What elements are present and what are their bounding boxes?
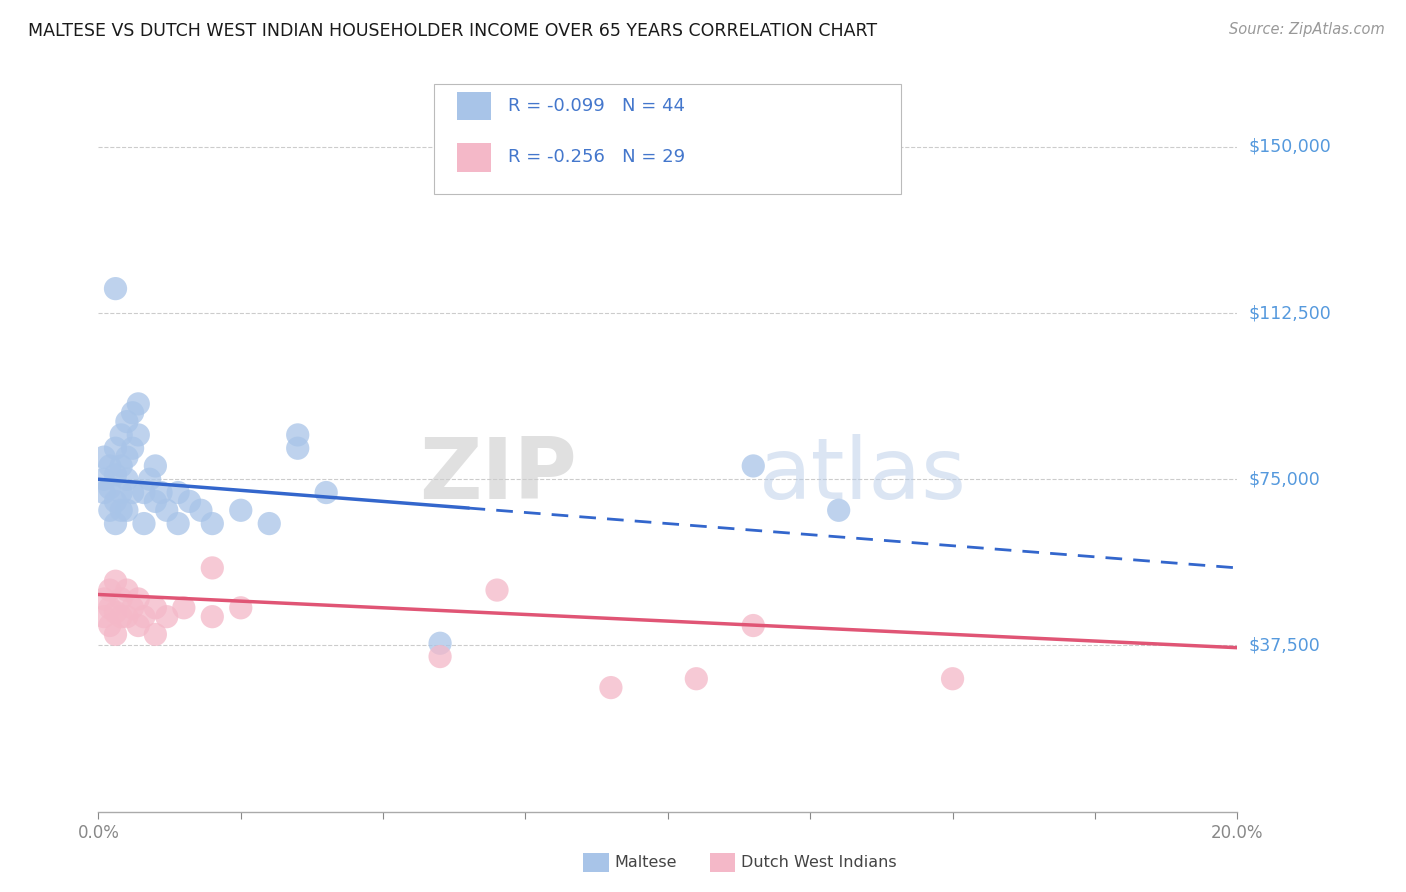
Text: atlas: atlas <box>759 434 967 516</box>
Point <box>115 472 138 486</box>
Point <box>93 485 115 500</box>
Text: R = -0.256   N = 29: R = -0.256 N = 29 <box>509 148 686 166</box>
Point <box>121 600 143 615</box>
Point <box>150 485 173 500</box>
Point <box>121 406 143 420</box>
Point <box>98 481 121 495</box>
Point <box>127 397 149 411</box>
Text: ZIP: ZIP <box>419 434 576 516</box>
Point <box>167 485 190 500</box>
Point <box>190 503 212 517</box>
Point <box>104 627 127 641</box>
Point <box>104 441 127 455</box>
Bar <box>457 92 491 120</box>
Point <box>229 503 252 517</box>
Point <box>98 618 121 632</box>
Text: $150,000: $150,000 <box>1249 137 1331 156</box>
Y-axis label: Householder Income Over 65 years: Householder Income Over 65 years <box>0 299 8 593</box>
Point <box>115 450 138 464</box>
Text: Dutch West Indians: Dutch West Indians <box>741 855 897 870</box>
Point <box>104 516 127 531</box>
Point <box>104 467 127 482</box>
Point <box>742 458 765 473</box>
Point <box>93 472 115 486</box>
Point <box>98 458 121 473</box>
Point <box>98 583 121 598</box>
Point <box>127 591 149 606</box>
Point <box>287 428 309 442</box>
Point <box>115 583 138 598</box>
Point <box>132 485 155 500</box>
Point <box>173 600 195 615</box>
Point <box>259 516 281 531</box>
Point <box>110 591 132 606</box>
Text: Source: ZipAtlas.com: Source: ZipAtlas.com <box>1229 22 1385 37</box>
Text: $112,500: $112,500 <box>1249 304 1331 322</box>
Point <box>167 516 190 531</box>
Point <box>600 681 623 695</box>
Point <box>132 609 155 624</box>
Point <box>121 441 143 455</box>
Point <box>486 583 509 598</box>
Point <box>156 609 179 624</box>
Point <box>110 485 132 500</box>
Bar <box>457 143 491 171</box>
Point <box>98 600 121 615</box>
Point <box>115 609 138 624</box>
Point <box>145 600 167 615</box>
Point <box>201 516 224 531</box>
Text: Maltese: Maltese <box>614 855 676 870</box>
Point <box>104 494 127 508</box>
Point <box>93 609 115 624</box>
Point <box>104 605 127 619</box>
Point <box>145 458 167 473</box>
Point <box>179 494 201 508</box>
Point <box>110 428 132 442</box>
Point <box>138 472 160 486</box>
Point <box>429 636 451 650</box>
Point <box>742 618 765 632</box>
Point <box>132 516 155 531</box>
Text: $75,000: $75,000 <box>1249 470 1320 488</box>
Text: MALTESE VS DUTCH WEST INDIAN HOUSEHOLDER INCOME OVER 65 YEARS CORRELATION CHART: MALTESE VS DUTCH WEST INDIAN HOUSEHOLDER… <box>28 22 877 40</box>
Point <box>315 485 337 500</box>
Point <box>115 415 138 429</box>
Text: $37,500: $37,500 <box>1249 637 1320 655</box>
Point <box>429 649 451 664</box>
Point <box>93 591 115 606</box>
Text: R = -0.099   N = 44: R = -0.099 N = 44 <box>509 97 685 115</box>
Point <box>201 561 224 575</box>
Point <box>229 600 252 615</box>
Point <box>127 618 149 632</box>
Point <box>110 458 132 473</box>
Point <box>127 428 149 442</box>
Point <box>93 450 115 464</box>
Point <box>828 503 851 517</box>
Point <box>110 503 132 517</box>
Point <box>287 441 309 455</box>
Point <box>104 574 127 589</box>
Point <box>115 503 138 517</box>
Point <box>98 503 121 517</box>
Point <box>121 485 143 500</box>
Point <box>145 627 167 641</box>
Point <box>145 494 167 508</box>
Point <box>201 609 224 624</box>
Point <box>156 503 179 517</box>
Point <box>104 282 127 296</box>
Point <box>685 672 707 686</box>
Point <box>110 609 132 624</box>
FancyBboxPatch shape <box>434 84 901 194</box>
Point <box>942 672 965 686</box>
